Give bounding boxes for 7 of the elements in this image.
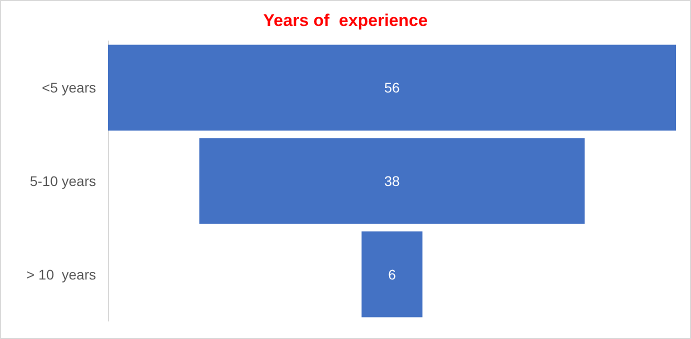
- category-label: 5-10 years: [30, 173, 96, 189]
- data-label: 38: [384, 173, 400, 189]
- category-label: <5 years: [42, 80, 96, 96]
- category-label: > 10 years: [26, 266, 96, 282]
- data-label: 56: [384, 80, 400, 96]
- data-label: 6: [388, 266, 396, 282]
- text: Years of experience: [263, 11, 428, 30]
